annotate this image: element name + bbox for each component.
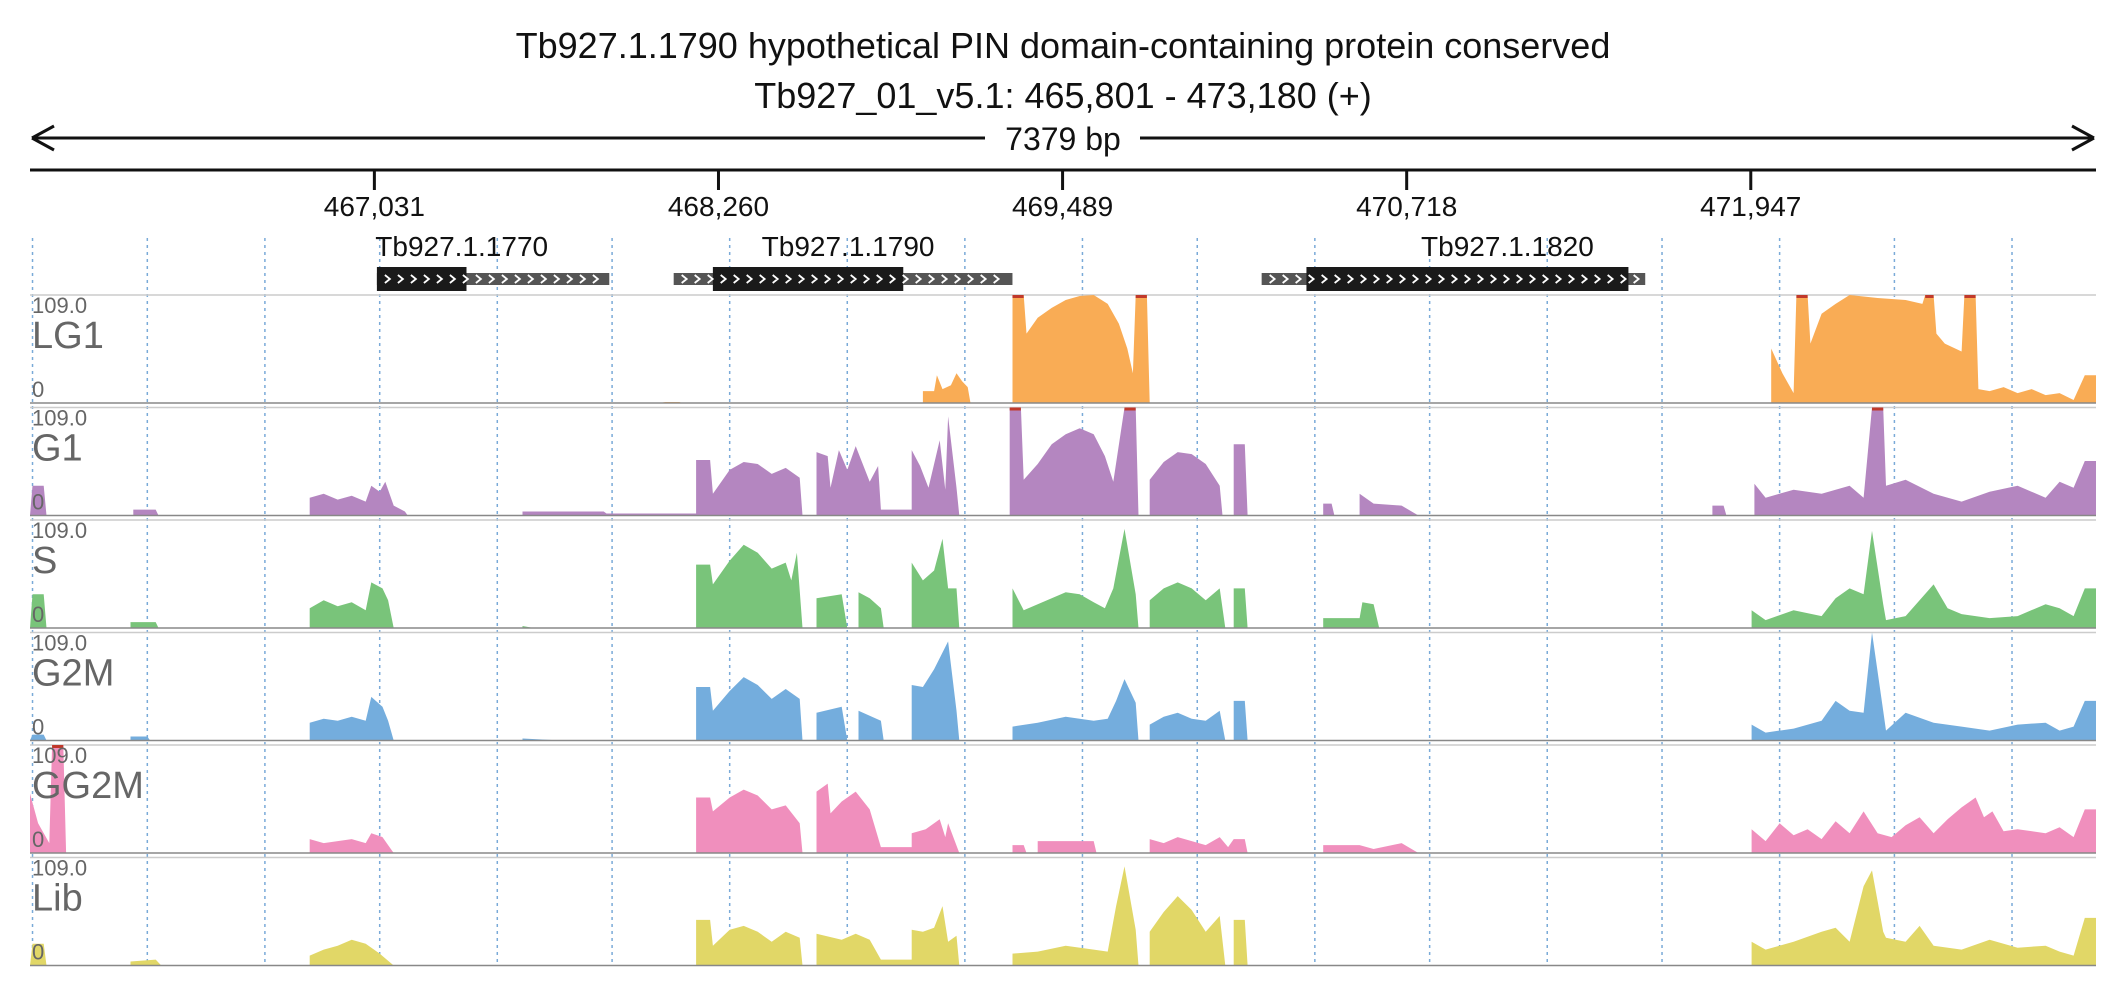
x-tick-label: 470,718	[1356, 191, 1457, 222]
span-ruler: 7379 bp	[31, 121, 2095, 157]
x-tick-label: 467,031	[324, 191, 425, 222]
coverage-tracks: 109.00LG1109.00G1109.00S109.00G2M109.00G…	[30, 293, 2096, 967]
strand-arrows-icon	[1269, 274, 1641, 284]
y-min-label: 0	[32, 377, 44, 402]
coverage-area-s	[30, 528, 2096, 628]
gene-cds	[1306, 267, 1629, 291]
track-name-label: G1	[32, 428, 83, 470]
gene-cds	[712, 267, 904, 291]
gene-title: Tb927.1.1790 hypothetical PIN domain-con…	[516, 25, 1611, 66]
gene-label: Tb927.1.1770	[375, 231, 548, 262]
span-length-label: 7379 bp	[1005, 121, 1121, 157]
gene-label: Tb927.1.1820	[1421, 231, 1594, 262]
x-tick-label: 468,260	[668, 191, 769, 222]
y-max-label: 109.0	[32, 631, 87, 656]
coordinate-ticks: 467,031 468,260 469,489 470,718 471,947	[324, 170, 1801, 222]
track-name-label: GG2M	[32, 765, 144, 807]
track-g1: 109.0 0 G1	[30, 406, 2096, 517]
clip-marker	[1872, 407, 1884, 411]
clip-marker	[52, 745, 64, 748]
clip-marker	[1796, 295, 1808, 298]
arrow-right-icon	[2071, 124, 2095, 152]
y-min-label: 0	[32, 940, 44, 965]
clip-marker	[1925, 295, 1934, 298]
gene-label: Tb927.1.1790	[762, 231, 935, 262]
coverage-area-g1	[30, 407, 2096, 516]
y-max-label: 109.0	[32, 743, 87, 768]
track-name-label: S	[32, 540, 57, 582]
y-min-label: 0	[32, 827, 44, 852]
y-max-label: 109.0	[32, 856, 87, 881]
y-min-label: 0	[32, 490, 44, 515]
track-gg2m: 109.0 0 GG2M	[30, 743, 2096, 854]
clip-marker	[1124, 407, 1136, 411]
y-min-label: 0	[32, 602, 44, 627]
track-lg1: 109.0 0 LG1	[30, 293, 2096, 404]
locus-label: Tb927_01_v5.1: 465,801 - 473,180 (+)	[754, 75, 1371, 116]
clip-marker	[1135, 295, 1147, 298]
track-name-label: Lib	[32, 878, 83, 920]
y-max-label: 109.0	[32, 518, 87, 543]
y-min-label: 0	[32, 715, 44, 740]
track-name-label: G2M	[32, 653, 114, 695]
y-max-label: 109.0	[32, 293, 87, 318]
gene-cds	[376, 267, 467, 291]
clip-marker	[1964, 295, 1976, 298]
y-max-label: 109.0	[32, 406, 87, 431]
clip-marker	[1009, 407, 1021, 411]
coverage-area-g2m	[30, 632, 2096, 741]
track-s: 109.0 0 S	[30, 518, 2096, 629]
x-tick-label: 469,489	[1012, 191, 1113, 222]
strand-arrows-icon	[384, 274, 600, 284]
coverage-area-lib	[30, 866, 2096, 966]
gene-models: Tb927.1.1770 Tb927.1.1790 Tb927.1.1820	[375, 231, 1646, 291]
track-lib: 109.0 0 Lib	[30, 856, 2096, 967]
arrow-left-icon	[31, 124, 55, 152]
coverage-area-lg1	[30, 295, 2096, 403]
strand-arrows-icon	[681, 274, 1001, 284]
clip-marker	[1012, 295, 1024, 298]
coverage-area-gg2m	[30, 745, 2096, 853]
track-g2m: 109.0 0 G2M	[30, 631, 2096, 742]
track-name-label: LG1	[32, 315, 104, 357]
x-tick-label: 471,947	[1700, 191, 1801, 222]
